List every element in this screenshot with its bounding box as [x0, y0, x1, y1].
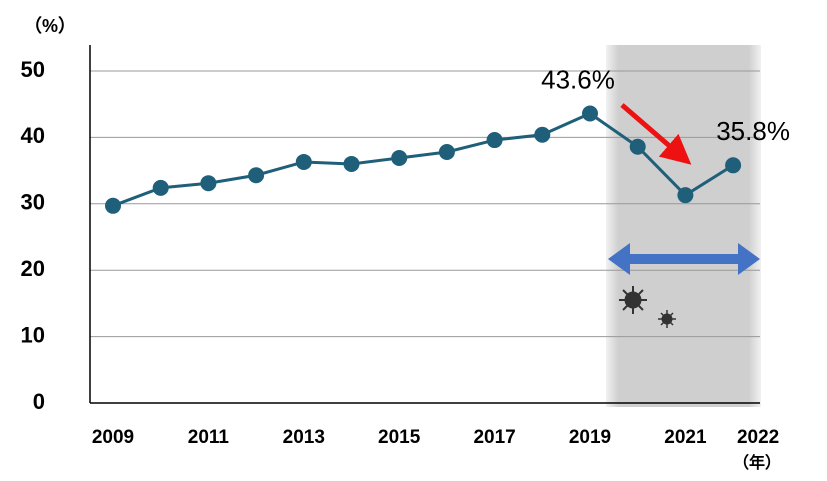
virus-icon	[619, 286, 676, 328]
x-tick-label: 2022	[737, 427, 779, 448]
point	[200, 175, 217, 192]
x-tick-label: 2009	[92, 427, 134, 448]
y-tick-label: 50	[21, 57, 45, 82]
x-unit: （年）	[733, 453, 781, 472]
point	[438, 144, 455, 161]
y-unit: （%）	[24, 16, 76, 36]
x-tick-label: 2015	[378, 427, 421, 448]
y-tick-label: 10	[21, 322, 45, 347]
point	[582, 105, 598, 122]
decline-arrow	[620, 103, 692, 165]
y-tick-label: 20	[21, 256, 45, 281]
value-label: 35.8%	[716, 116, 790, 146]
x-tick-label: 2017	[473, 427, 515, 448]
value-label: 43.6%	[541, 64, 615, 94]
point	[343, 155, 360, 172]
point	[105, 197, 121, 214]
y-tick-label: 30	[21, 190, 45, 215]
point	[248, 167, 265, 184]
x-tick-label: 2019	[569, 427, 611, 448]
x-tick-label: 2011	[188, 427, 230, 448]
point	[295, 153, 312, 170]
point	[152, 179, 169, 196]
point	[534, 126, 551, 143]
point	[391, 149, 408, 166]
period-arrow	[608, 243, 760, 275]
y-tick-label: 40	[21, 123, 45, 148]
line	[112, 111, 734, 208]
point	[677, 187, 694, 204]
y-tick-label: 0	[33, 389, 45, 414]
x-tick-label: 2021	[664, 427, 707, 448]
point	[629, 138, 646, 155]
covid-period-shade	[606, 45, 761, 407]
x-tick-label: 2013	[283, 427, 325, 448]
point	[725, 157, 742, 174]
point	[486, 132, 503, 149]
